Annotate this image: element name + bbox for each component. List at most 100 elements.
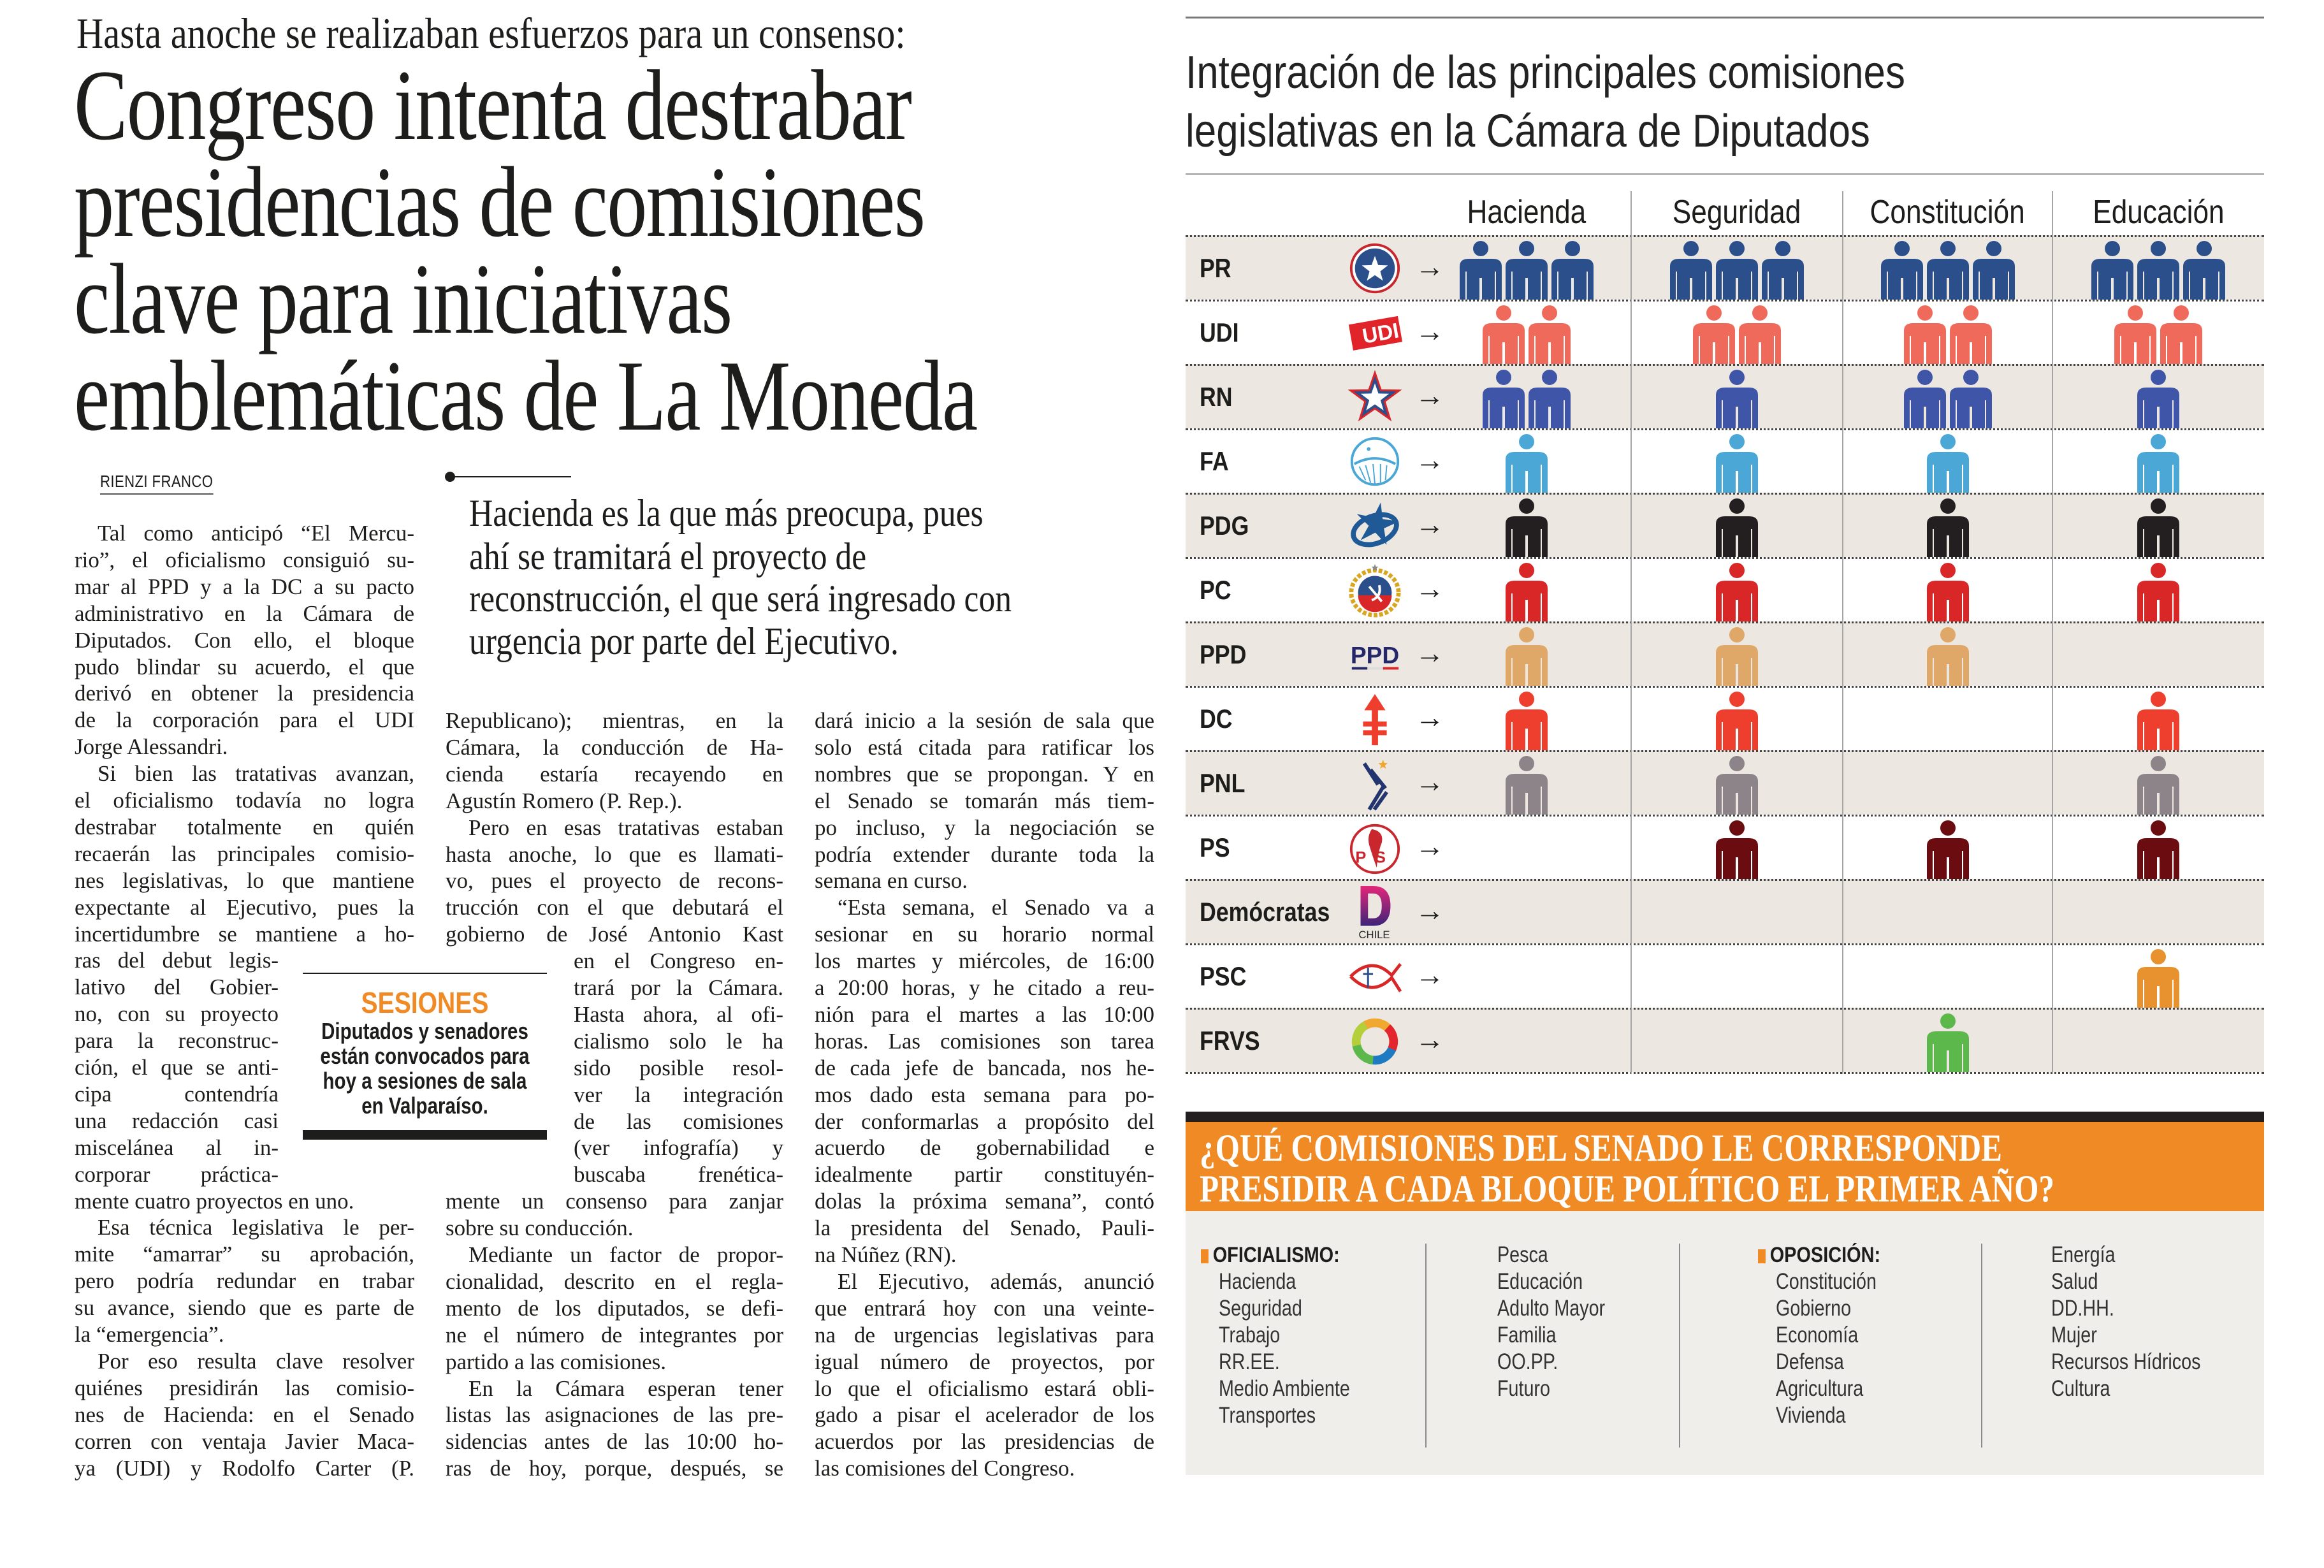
article-line: ya (UDI) y Rodolfo Carter (P. <box>75 1455 414 1481</box>
article-line: ne el número de integrantes por <box>446 1322 783 1347</box>
committee-list-item: Adulto Mayor <box>1497 1296 1606 1321</box>
person-icon <box>1716 498 1758 557</box>
member-cell <box>1843 368 2052 428</box>
ppd-logo-icon: PPD <box>1351 642 1399 670</box>
article-line: El Ejecutivo, además, anunció <box>838 1268 1154 1294</box>
article-line: horas. Las comisiones son tarea <box>815 1028 1154 1054</box>
article-line: En la Cámara esperan tener <box>468 1376 783 1401</box>
article-line: su avance, siendo que es parte de <box>75 1295 414 1321</box>
party-label: UDI <box>1200 317 1239 347</box>
person-icon <box>2137 756 2179 815</box>
article-line: po incluso, y la negociación se <box>815 815 1154 840</box>
arrow-right-icon: → <box>1415 894 1444 927</box>
party-label: PSC <box>1200 961 1247 991</box>
column-divider <box>1630 191 1632 1074</box>
member-cell <box>1631 690 1843 750</box>
person-icon <box>1528 370 1571 428</box>
member-cell <box>1631 1012 1843 1072</box>
article-line: solo está citada para ratificar los <box>815 734 1154 760</box>
person-icon <box>1716 692 1758 750</box>
committee-list-item: Salud <box>2051 1269 2098 1294</box>
article-line: nes de Hacienda: en el Senado <box>75 1402 414 1427</box>
committee-list-item: Familia <box>1497 1323 1557 1347</box>
article-line: una redacción casi <box>75 1108 279 1133</box>
committee-list-item: Mujer <box>2051 1323 2097 1347</box>
person-icon <box>1505 563 1548 621</box>
person-icon <box>1716 756 1758 815</box>
member-cell <box>2052 433 2264 493</box>
person-icon <box>1926 1013 1969 1072</box>
person-icon <box>1739 305 1781 364</box>
article-line: podría extender durante toda la <box>815 841 1154 867</box>
arrow-right-icon: → <box>1415 379 1444 412</box>
person-icon <box>1459 241 1502 300</box>
article-line: cipa contendría <box>75 1081 279 1107</box>
article-line: cienda estaría recayendo en <box>446 761 783 787</box>
party-label: PNL <box>1200 768 1246 798</box>
sidebar-line: en Valparaíso. <box>361 1093 488 1119</box>
person-icon <box>1903 305 1946 364</box>
sidebar-line: están convocados para <box>320 1043 530 1069</box>
arrow-right-icon: → <box>1415 1022 1444 1056</box>
kicker: Hasta anoche se realizaban esfuerzos par… <box>76 9 906 57</box>
list-divider <box>1981 1244 1982 1448</box>
article-line: partido a las comisiones. <box>446 1349 667 1374</box>
fa-logo-icon <box>1350 437 1400 486</box>
pull-quote-line: reconstrucción, el que será ingresado co… <box>469 577 1012 620</box>
party-row: PPD PPD → <box>1186 621 2264 686</box>
article-line: vo, pues el proyecto de recons- <box>446 868 783 894</box>
article-line: de la corporación para el UDI <box>75 708 414 733</box>
member-cell <box>1843 304 2052 364</box>
infographic-top-rule <box>1186 17 2264 18</box>
article-line: recaerán las principales comisio- <box>75 841 414 866</box>
person-icon <box>1926 820 1969 879</box>
article-line: miscelánea al in- <box>75 1135 279 1160</box>
article-line: na Núñez (RN). <box>815 1242 957 1267</box>
committee-header-label: Hacienda <box>1467 194 1586 231</box>
sidebar-line: hoy a sesiones de sala <box>323 1068 527 1094</box>
sidebar-line: Diputados y senadores <box>321 1018 528 1044</box>
article-line: derivó en obtener la presidencia <box>75 681 414 706</box>
article-line: el oficialismo todavía no logra <box>75 788 414 813</box>
article-line: a 20:00 horas, y he citado a reu- <box>815 975 1154 1000</box>
member-cell <box>1843 883 2052 943</box>
arrow-right-icon: → <box>1415 701 1444 734</box>
member-cell <box>2052 883 2264 943</box>
member-cell <box>1631 883 1843 943</box>
headline-line: Congreso intenta destrabar <box>74 50 912 161</box>
committee-list-item: Hacienda <box>1219 1269 1296 1294</box>
member-cell <box>1421 819 1631 879</box>
person-icon <box>2114 305 2156 364</box>
person-icon <box>1880 241 1923 300</box>
person-icon <box>2137 434 2179 493</box>
article-line: pero podría redundar en trabar <box>75 1268 414 1294</box>
democratas-logo-text: CHILE <box>1359 929 1390 941</box>
arrow-right-icon: → <box>1415 765 1444 798</box>
byline: RIENZI FRANCO <box>100 472 214 495</box>
article-line: lo que el oficialismo estará obli- <box>815 1376 1154 1401</box>
committee-header: Hacienda <box>1421 191 1631 233</box>
member-cell <box>1631 819 1843 879</box>
member-cell <box>1631 304 1843 364</box>
list-divider <box>1679 1244 1680 1448</box>
article-line: de cada jefe de bancada, nos he- <box>815 1055 1154 1080</box>
person-icon <box>2137 820 2179 879</box>
person-icon <box>1926 563 1969 621</box>
person-icon <box>1505 434 1548 493</box>
article-line: no, con su proyecto <box>75 1001 279 1027</box>
senate-box-title-line: ¿QUÉ COMISIONES DEL SENADO LE CORRESPOND… <box>1200 1127 2002 1169</box>
member-cell <box>1421 497 1631 557</box>
article-line: Cámara, la conducción de Ha- <box>446 734 783 760</box>
article-line: nombres que se propongan. Y en <box>815 761 1154 787</box>
member-cell <box>1843 755 2052 815</box>
member-cell <box>1631 562 1843 621</box>
article-line: Esa técnica legislativa le per- <box>98 1215 414 1240</box>
committee-list-item: Futuro <box>1497 1376 1550 1401</box>
ps-logo-icon: PS <box>1349 824 1400 875</box>
article-line: que entrará hoy con una veinte- <box>815 1295 1154 1321</box>
member-cell <box>2052 626 2264 686</box>
person-icon <box>1505 627 1548 686</box>
person-icon <box>2091 241 2133 300</box>
headline-line: presidencias de comisiones <box>74 147 926 258</box>
member-cell <box>1421 562 1631 621</box>
